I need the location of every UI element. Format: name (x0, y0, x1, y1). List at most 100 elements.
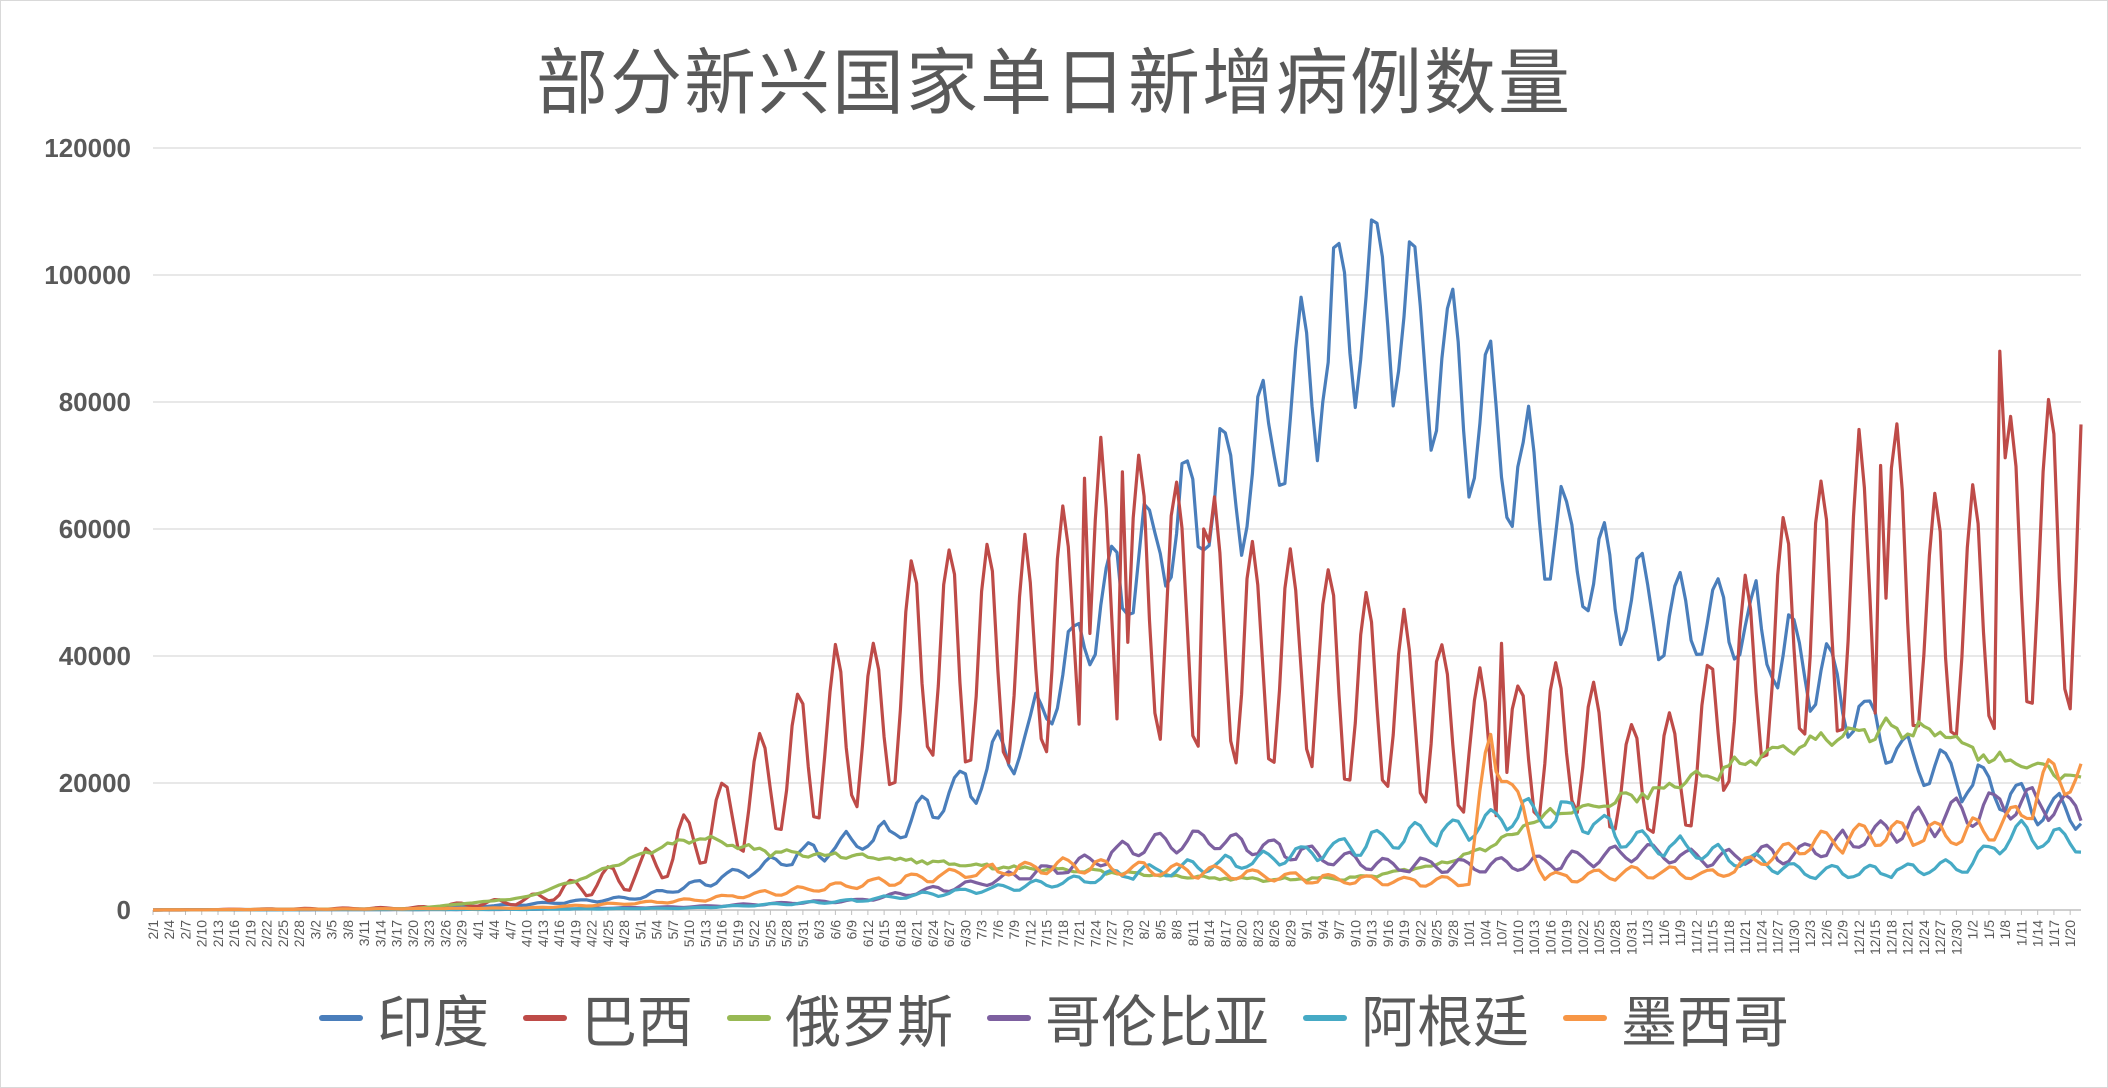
x-tick-label: 1/14 (2030, 920, 2046, 947)
x-tick-label: 10/13 (1526, 920, 1542, 955)
x-tick-label: 8/8 (1169, 920, 1185, 940)
x-tick-label: 8/14 (1201, 920, 1217, 947)
x-tick-label: 12/24 (1916, 920, 1932, 955)
legend-swatch (727, 1015, 771, 1021)
x-tick-label: 11/15 (1705, 920, 1721, 954)
series-line-3 (153, 716, 2082, 912)
x-tick-label: 9/22 (1412, 920, 1428, 947)
x-tick-label: 10/16 (1542, 920, 1558, 955)
x-tick-label: 7/6 (990, 920, 1006, 940)
legend-label: 阿根廷 (1361, 990, 1529, 1056)
x-tick-label: 8/2 (1136, 920, 1152, 940)
x-tick-label: 6/27 (941, 920, 957, 947)
x-tick-label: 7/18 (1055, 920, 1071, 947)
x-tick-label: 9/16 (1380, 920, 1396, 947)
x-tick-label: 2/19 (242, 920, 258, 947)
x-tick-label: 1/5 (1981, 920, 1997, 940)
x-tick-label: 10/1 (1461, 920, 1477, 947)
x-tick-label: 10/31 (1623, 920, 1639, 955)
x-tick-label: 1/8 (1997, 920, 2013, 940)
x-tick-label: 3/14 (372, 920, 388, 947)
series-line-4 (153, 786, 2083, 912)
x-tick-label: 10/10 (1510, 920, 1526, 955)
x-tick-label: 8/5 (1152, 920, 1168, 940)
x-tick-label: 6/24 (925, 920, 941, 947)
y-tick-label: 80000 (59, 387, 131, 417)
x-tick-label: 5/13 (697, 920, 713, 947)
y-tick-label: 20000 (59, 768, 131, 798)
x-tick-label: 11/12 (1688, 920, 1704, 954)
x-tick-label: 11/9 (1672, 920, 1688, 946)
x-tick-label: 4/10 (519, 920, 535, 947)
x-tick-label: 12/9 (1835, 920, 1851, 947)
x-tick-label: 4/16 (551, 920, 567, 947)
y-tick-label: 120000 (44, 133, 131, 163)
x-tick-label: 7/3 (974, 920, 990, 940)
x-tick-label: 9/1 (1299, 920, 1315, 940)
legend-item: 哥伦比亚 (987, 978, 1269, 1059)
y-tick-label: 40000 (59, 641, 131, 671)
x-tick-label: 4/1 (470, 920, 486, 940)
x-tick-label: 11/24 (1753, 920, 1769, 954)
x-tick-label: 11/30 (1786, 920, 1802, 954)
legend-item: 墨西哥 (1563, 978, 1789, 1059)
x-tick-label: 8/17 (1217, 920, 1233, 947)
x-tick-label: 12/3 (1802, 920, 1818, 947)
x-tick-label: 12/21 (1900, 920, 1916, 955)
x-tick-label: 5/16 (714, 920, 730, 947)
x-tick-label: 9/19 (1396, 920, 1412, 947)
legend-item: 巴西 (523, 978, 693, 1059)
legend-item: 俄罗斯 (727, 978, 953, 1059)
x-tick-label: 12/12 (1851, 920, 1867, 955)
x-tick-label: 9/25 (1429, 920, 1445, 947)
x-tick-label: 10/22 (1575, 920, 1591, 955)
x-tick-label: 8/23 (1250, 920, 1266, 947)
legend-item: 阿根廷 (1303, 978, 1529, 1059)
series-line-6 (153, 732, 2083, 912)
x-tick-label: 12/6 (1818, 920, 1834, 947)
x-tick-label: 10/7 (1494, 920, 1510, 947)
x-tick-label: 7/15 (1039, 920, 1055, 947)
x-tick-label: 8/26 (1266, 920, 1282, 947)
y-tick-label: 100000 (44, 260, 131, 290)
x-tick-label: 6/18 (892, 920, 908, 947)
x-tick-label: 2/16 (226, 920, 242, 947)
x-tick-label: 11/27 (1770, 920, 1786, 954)
x-tick-label: 4/22 (584, 920, 600, 947)
x-tick-label: 2/7 (177, 920, 193, 940)
series-line-5 (153, 796, 2082, 912)
x-tick-label: 10/4 (1477, 920, 1493, 947)
x-tick-label: 7/12 (1022, 920, 1038, 947)
x-tick-label: 12/15 (1867, 920, 1883, 955)
x-tick-label: 8/11 (1185, 920, 1201, 946)
x-tick-label: 5/10 (681, 920, 697, 947)
x-tick-label: 9/28 (1445, 920, 1461, 947)
legend-swatch (987, 1015, 1031, 1021)
x-tick-label: 3/20 (405, 920, 421, 947)
x-tick-label: 10/28 (1607, 920, 1623, 955)
x-tick-label: 6/21 (909, 920, 925, 947)
x-tick-label: 5/1 (632, 920, 648, 940)
legend-label: 墨西哥 (1621, 990, 1789, 1056)
x-tick-label: 2/13 (210, 920, 226, 947)
x-tick-label: 3/23 (421, 920, 437, 947)
series-line-2 (152, 349, 2083, 912)
x-tick-label: 8/29 (1282, 920, 1298, 947)
x-tick-label: 6/9 (844, 920, 860, 940)
x-tick-label: 2/1 (145, 920, 161, 940)
x-tick-label: 2/25 (275, 920, 291, 947)
x-tick-label: 5/19 (730, 920, 746, 947)
y-tick-label: 60000 (59, 514, 131, 544)
x-tick-label: 7/30 (1120, 920, 1136, 947)
x-tick-label: 10/19 (1559, 920, 1575, 955)
x-tick-label: 2/10 (194, 920, 210, 947)
x-tick-label: 11/21 (1737, 920, 1753, 954)
x-tick-label: 5/31 (795, 920, 811, 947)
legend-swatch (523, 1015, 567, 1021)
x-tick-label: 5/4 (649, 920, 665, 940)
x-tick-label: 6/30 (957, 920, 973, 947)
x-tick-label: 12/27 (1932, 920, 1948, 955)
x-tick-label: 11/6 (1656, 920, 1672, 946)
